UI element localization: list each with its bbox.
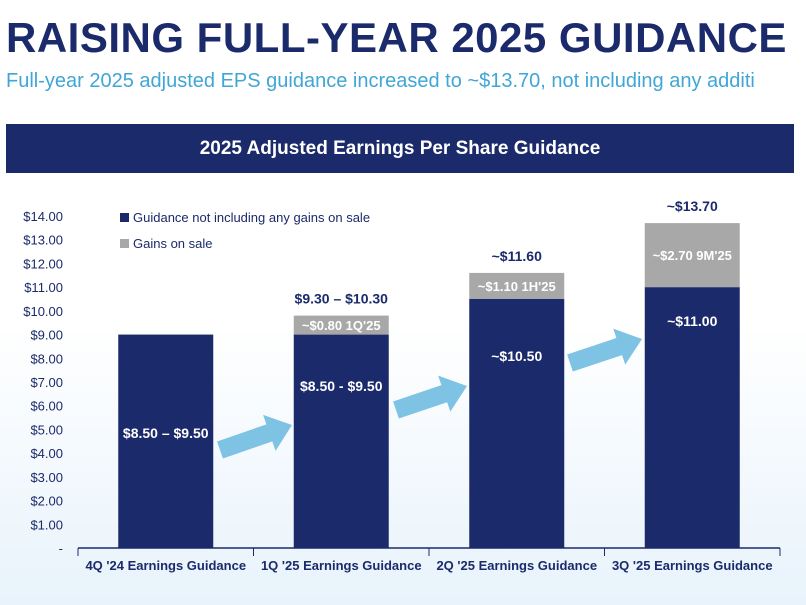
bar-gains-on-sale [644,223,740,288]
gain-value-label: ~$2.70 9M'25 [653,248,732,263]
category-label: 2Q '25 Earnings Guidance [436,558,597,573]
bar-value-label: ~$11.00 [667,313,717,329]
y-tick-label: $9.00 [30,328,63,343]
eps-guidance-chart: - $1.00 $2.00 $3.00 $4.00 $5.00 $6.00 $7.00 $8.0… [23,198,781,573]
progress-arrow [393,375,467,419]
total-label: ~$11.60 [492,248,542,264]
bar-value-label: $8.50 - $9.50 [300,378,383,394]
bar-guidance [118,334,214,548]
bar-gains-on-sale [469,272,565,299]
legend-label: Guidance not including any gains on sale [133,210,370,225]
chart-area: - $1.00 $2.00 $3.00 $4.00 $5.00 $6.00 $7.00 $8.0… [0,173,806,605]
chart-title: 2025 Adjusted Earnings Per Share Guidanc… [199,137,601,159]
progress-arrow [567,328,642,372]
bar-value-label: ~$10.50 [491,348,542,364]
y-tick-label: $1.00 [30,517,63,532]
y-tick-label: $5.00 [30,422,63,437]
category-label: 1Q '25 Earnings Guidance [261,558,422,573]
y-tick-label: $14.00 [23,209,63,224]
bar-value-label: $8.50 – $9.50 [123,425,209,441]
category-label: 3Q '25 Earnings Guidance [612,558,773,573]
y-tick-label: $3.00 [30,470,63,485]
y-tick-label: $12.00 [23,256,63,271]
total-label: ~$13.70 [667,198,718,214]
bar-guidance [293,334,389,548]
bar-guidance [644,287,740,548]
y-tick-label: $7.00 [30,375,63,390]
total-label: $9.30 – $10.30 [295,291,389,307]
category-label: 4Q '24 Earnings Guidance [85,558,246,573]
y-tick-label: $13.00 [23,233,63,248]
legend-swatch-gains [120,239,129,248]
gain-value-label: ~$0.80 1Q'25 [302,318,381,333]
y-tick-label: $8.00 [30,351,63,366]
bar-gains-on-sale [293,315,389,335]
y-tick-label: $2.00 [30,494,63,509]
page-subtitle: Full-year 2025 adjusted EPS guidance inc… [6,70,755,92]
legend-label: Gains on sale [133,236,213,251]
bar-guidance [469,299,565,548]
y-tick-label: $11.00 [24,280,63,295]
y-tick-label: $4.00 [30,446,63,461]
page-title: RAISING FULL-YEAR 2025 GUIDANCE [6,14,787,61]
gain-value-label: ~$1.10 1H'25 [478,279,556,294]
progress-arrow [217,414,292,459]
chart-title-banner: 2025 Adjusted Earnings Per Share Guidanc… [6,124,794,173]
y-tick-label: $6.00 [30,399,63,414]
y-tick-label: $10.00 [23,304,63,319]
legend-swatch-guidance [120,213,129,222]
y-tick-label: - [59,541,63,556]
